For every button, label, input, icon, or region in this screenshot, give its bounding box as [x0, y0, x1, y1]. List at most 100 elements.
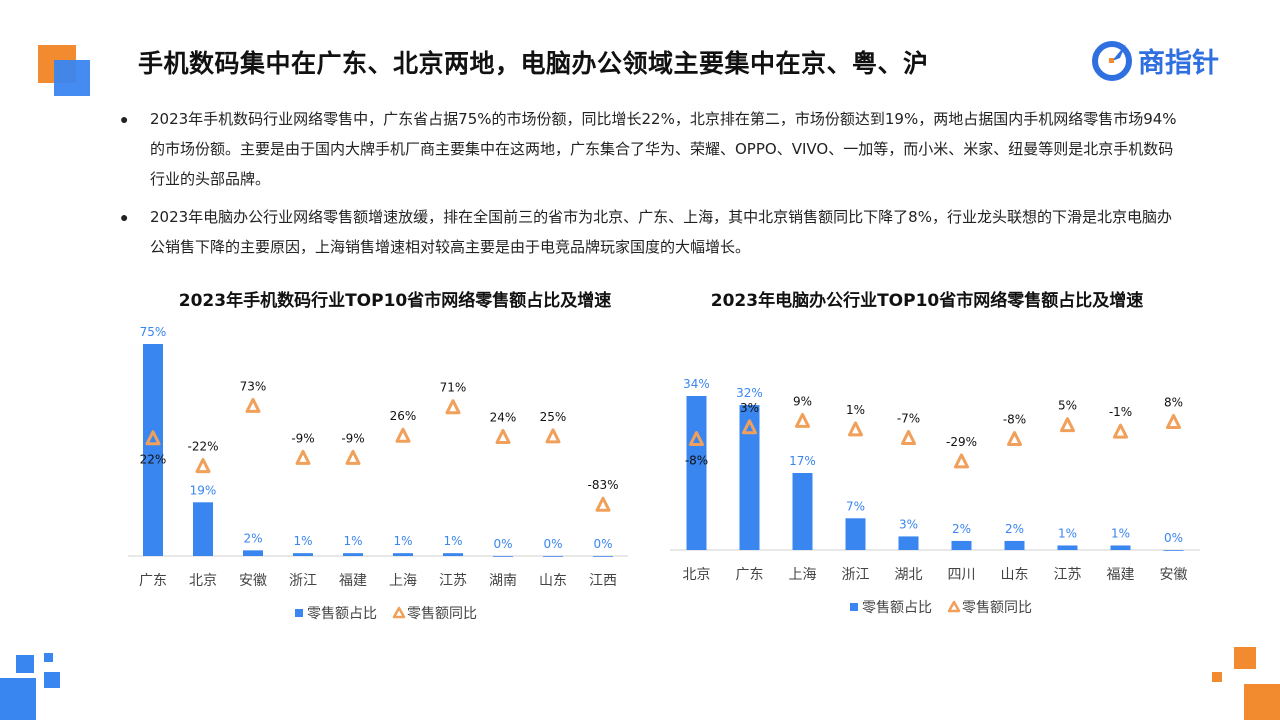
bar-label-1: 75% — [140, 325, 167, 339]
bar-label-7: 2% — [1005, 522, 1024, 536]
legend-marker-swatch — [947, 600, 961, 613]
legend-bar-label: 零售额占比 — [862, 600, 932, 616]
marker-label-3: 73% — [240, 379, 267, 393]
category-label-9: 山东 — [539, 573, 567, 589]
category-label-5: 湖北 — [895, 567, 923, 583]
marker-label-5: -9% — [341, 431, 364, 445]
bar-9 — [1110, 545, 1131, 550]
marker-6 — [395, 427, 411, 443]
marker-label-1: 22% — [140, 453, 167, 467]
category-label-2: 广东 — [736, 567, 764, 583]
category-label-9: 福建 — [1107, 567, 1135, 583]
marker-label-7: -8% — [1003, 413, 1026, 427]
category-label-10: 安徽 — [1160, 567, 1188, 583]
bar-label-5: 3% — [899, 517, 918, 531]
chart-title: 2023年手机数码行业TOP10省市网络零售额占比及增速 — [179, 290, 611, 311]
bullet-dot-icon: ● — [120, 209, 129, 225]
bar-label-2: 19% — [190, 483, 217, 497]
marker-label-3: 9% — [793, 394, 812, 408]
category-label-6: 四川 — [948, 567, 976, 583]
chart-title: 2023年电脑办公行业TOP10省市网络零售额占比及增速 — [711, 290, 1143, 311]
marker-label-4: 1% — [846, 403, 865, 417]
corner-decoration-bottom-right — [1234, 647, 1256, 669]
category-label-3: 安徽 — [239, 573, 267, 589]
bar-label-3: 2% — [243, 531, 262, 545]
bar-3 — [243, 550, 263, 556]
marker-9 — [1113, 423, 1128, 439]
bar-7 — [1004, 540, 1025, 550]
category-label-4: 浙江 — [842, 567, 870, 583]
bar-label-8: 0% — [493, 537, 512, 551]
marker-label-1: -8% — [685, 454, 708, 468]
category-label-8: 湖南 — [489, 573, 517, 589]
marker-1 — [689, 431, 704, 447]
legend-marker-label: 零售额同比 — [407, 606, 477, 622]
category-label-5: 福建 — [339, 573, 367, 589]
bar-10 — [1163, 550, 1184, 551]
category-label-7: 江苏 — [439, 573, 467, 589]
brand-logo: 商指针 — [1090, 38, 1219, 82]
bar-3 — [792, 473, 813, 550]
marker-4 — [295, 449, 311, 465]
corner-decoration-top-left-blue — [54, 60, 90, 96]
bullet-text: 2023年手机数码行业网络零售中，广东省占据75%的市场份额，同比增长22%，北… — [150, 110, 1177, 188]
marker-3 — [245, 397, 261, 413]
marker-7 — [445, 399, 461, 415]
marker-3 — [795, 412, 810, 428]
marker-label-9: -1% — [1109, 405, 1132, 419]
bar-label-8: 1% — [1058, 526, 1077, 540]
legend-bar-swatch — [295, 609, 303, 617]
marker-1 — [145, 430, 161, 446]
marker-5 — [901, 429, 916, 445]
bar-label-3: 17% — [789, 454, 816, 468]
marker-label-7: 71% — [440, 381, 467, 395]
chart-computer-office: 2023年电脑办公行业TOP10省市网络零售额占比及增速 34% 北京 -8% 32% 广… — [670, 290, 1200, 616]
category-label-8: 江苏 — [1054, 567, 1082, 583]
corner-decoration-bottom-left — [0, 678, 36, 720]
bar-8 — [493, 556, 513, 557]
marker-label-10: -83% — [587, 478, 618, 492]
bar-label-7: 1% — [443, 534, 462, 548]
bar-9 — [543, 556, 563, 557]
chart-phone-digital: 2023年手机数码行业TOP10省市网络零售额占比及增速 75% 广东 22% 19% 北… — [128, 290, 628, 622]
bar-label-10: 0% — [593, 537, 612, 551]
marker-label-6: 26% — [390, 409, 417, 423]
marker-2 — [742, 419, 757, 435]
legend-bar-swatch — [850, 603, 858, 611]
corner-decoration-bottom-left-small — [16, 655, 34, 673]
marker-label-2: -22% — [187, 440, 218, 454]
logo-text: 商指针 — [1138, 47, 1219, 79]
marker-7 — [1007, 431, 1022, 447]
marker-label-4: -9% — [291, 431, 314, 445]
bullet-item: ● 2023年手机数码行业网络零售中，广东省占据75%的市场份额，同比增长22%… — [120, 104, 1180, 194]
compass-needle-icon — [1092, 41, 1132, 81]
bar-label-9: 0% — [543, 537, 562, 551]
bar-2 — [193, 502, 213, 556]
legend-marker-label: 零售额同比 — [962, 600, 1032, 616]
category-label-6: 上海 — [389, 573, 417, 589]
bar-8 — [1057, 545, 1078, 550]
marker-5 — [345, 449, 361, 465]
corner-decoration-bottom-left-mid — [44, 672, 60, 688]
bar-4 — [293, 553, 313, 556]
page-title: 手机数码集中在广东、北京两地，电脑办公领域主要集中在京、粤、沪 — [138, 49, 929, 78]
marker-9 — [545, 428, 561, 444]
bar-label-4: 7% — [846, 499, 865, 513]
bullet-text: 2023年电脑办公行业网络零售额增速放缓，排在全国前三的省市为北京、广东、上海，… — [150, 208, 1172, 256]
bar-5 — [343, 553, 363, 556]
marker-10 — [595, 496, 611, 512]
bullet-item: ● 2023年电脑办公行业网络零售额增速放缓，排在全国前三的省市为北京、广东、上… — [120, 202, 1180, 262]
marker-8 — [1060, 417, 1075, 433]
marker-label-10: 8% — [1164, 395, 1183, 409]
category-label-1: 广东 — [139, 573, 167, 589]
legend-marker-swatch — [392, 606, 406, 619]
bar-label-10: 0% — [1164, 531, 1183, 545]
bar-label-6: 2% — [952, 522, 971, 536]
bar-label-1: 34% — [683, 377, 710, 391]
bar-4 — [845, 518, 866, 550]
bar-5 — [898, 536, 919, 550]
category-label-3: 上海 — [789, 567, 817, 583]
bar-6 — [951, 540, 972, 550]
bar-10 — [593, 556, 613, 557]
summary-bullets: ● 2023年手机数码行业网络零售中，广东省占据75%的市场份额，同比增长22%… — [120, 104, 1180, 270]
